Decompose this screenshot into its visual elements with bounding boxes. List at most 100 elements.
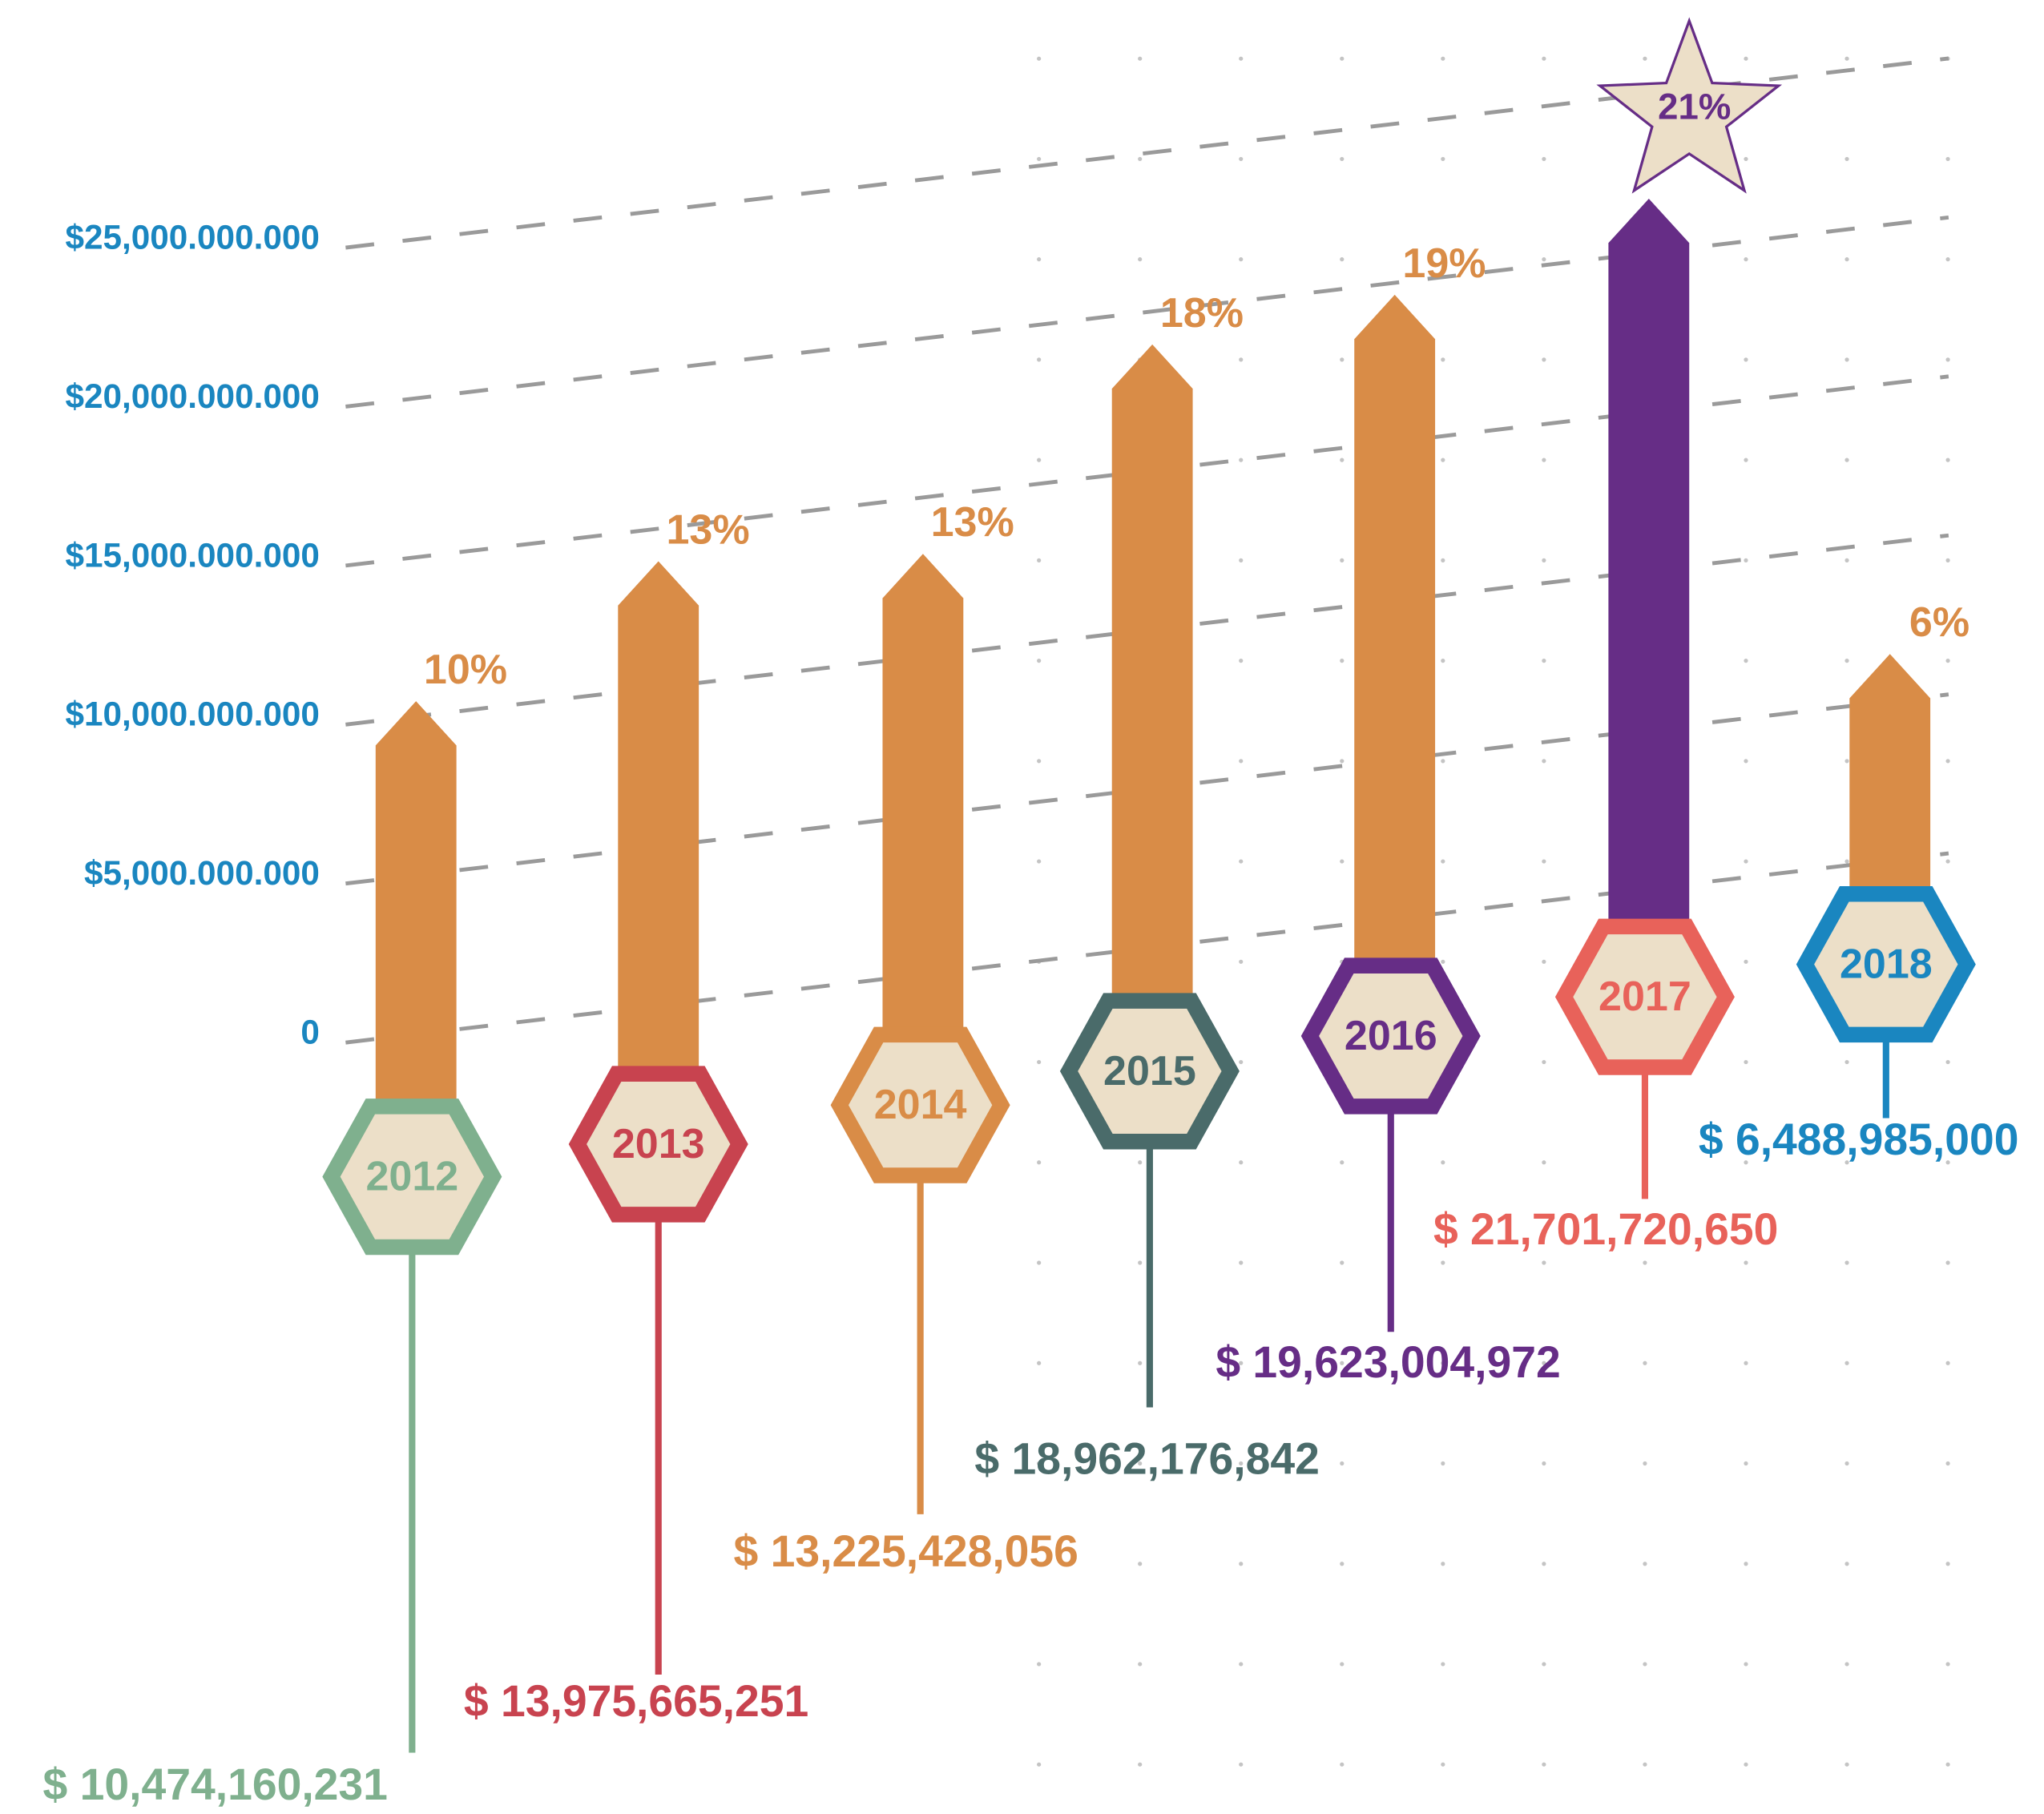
y-tick-label: $20,000.000.000 — [66, 377, 320, 415]
bg-dot — [1138, 1461, 1143, 1466]
bg-dot — [1340, 257, 1345, 262]
bg-dot — [1844, 257, 1849, 262]
bg-dot — [1844, 1662, 1849, 1667]
bg-dot — [1441, 1562, 1445, 1566]
year-hexagon — [322, 1098, 502, 1256]
bg-dot — [1542, 759, 1546, 764]
value-label: $ 19,623,004,972 — [1216, 1337, 1560, 1387]
bg-dot — [1441, 1260, 1445, 1265]
bg-dot — [1945, 1562, 1950, 1566]
bg-dot — [1340, 1562, 1345, 1566]
bg-dot — [1441, 859, 1445, 864]
bg-dot — [1138, 1662, 1143, 1667]
bg-dot — [1340, 558, 1345, 562]
x-tick-label: 2015 — [1103, 1048, 1196, 1094]
bg-dot — [1945, 458, 1950, 462]
bg-dot — [1744, 1762, 1748, 1767]
bg-dot — [1542, 558, 1546, 562]
bg-dot — [1239, 1762, 1244, 1767]
bg-dot — [1037, 1461, 1042, 1466]
bg-dot — [1744, 659, 1748, 663]
x-tick-label: 2017 — [1599, 974, 1691, 1020]
share-label: 21% — [1658, 87, 1731, 127]
bg-dot — [1138, 56, 1143, 61]
bg-dot — [1744, 1360, 1748, 1365]
bg-dot — [1037, 357, 1042, 362]
bg-dot — [1542, 357, 1546, 362]
bg-dot — [1542, 458, 1546, 462]
share-label: 13% — [666, 506, 749, 553]
year-hexagon — [568, 1066, 748, 1223]
bg-dot — [1037, 1562, 1042, 1566]
bg-dot — [1441, 558, 1445, 562]
bar — [1354, 294, 1436, 1037]
bg-dot — [1844, 1360, 1849, 1365]
bg-dot — [1037, 1059, 1042, 1065]
bg-dot — [1945, 156, 1950, 162]
bg-dot — [1945, 1260, 1950, 1265]
bg-dot — [1441, 156, 1445, 162]
bg-dot — [1744, 558, 1748, 562]
bg-dot — [1239, 1662, 1244, 1667]
bg-dot — [1340, 458, 1345, 462]
bg-dot — [1844, 1059, 1849, 1065]
bg-dot — [1945, 1762, 1950, 1767]
bg-dot — [1844, 56, 1849, 61]
bg-dot — [1744, 56, 1748, 61]
bg-dot — [1441, 759, 1445, 764]
share-label: 13% — [931, 499, 1014, 546]
x-tick-label: 2016 — [1345, 1013, 1437, 1059]
bg-dot — [1744, 156, 1748, 162]
bg-dot — [1340, 1762, 1345, 1767]
bg-dot — [1643, 1461, 1647, 1466]
bg-dot — [1239, 1160, 1244, 1165]
bg-dot — [1844, 357, 1849, 362]
bg-dot — [1945, 859, 1950, 864]
share-label: 6% — [1909, 599, 1969, 646]
x-tick-label: 2018 — [1840, 941, 1933, 988]
bg-dot — [1542, 859, 1546, 864]
bg-dot — [1542, 1059, 1546, 1065]
bg-dot — [1441, 357, 1445, 362]
bg-dot — [1239, 659, 1244, 663]
bg-dot — [1340, 759, 1345, 764]
bg-dot — [1340, 156, 1345, 162]
bg-dot — [1239, 458, 1244, 462]
bg-dot — [1138, 1562, 1143, 1566]
bg-dot — [1340, 1160, 1345, 1165]
bar — [1111, 344, 1193, 1071]
year-hexagon — [1554, 918, 1735, 1075]
bg-dot — [1239, 1562, 1244, 1566]
bg-dot — [1744, 1059, 1748, 1065]
bg-dot — [1542, 1360, 1546, 1365]
bg-dot — [1037, 759, 1042, 764]
bg-dot — [1542, 1762, 1546, 1767]
year-hexagon — [1796, 885, 1976, 1043]
bg-dot — [1643, 56, 1647, 61]
bg-dot — [1643, 1562, 1647, 1566]
year-hexagon — [1300, 957, 1481, 1115]
bg-dot — [1542, 959, 1546, 964]
bg-dot — [1340, 1662, 1345, 1667]
value-label: $ 13,225,428,056 — [734, 1526, 1078, 1576]
bg-dot — [1945, 1360, 1950, 1365]
bg-dot — [1037, 558, 1042, 562]
bg-dot — [1441, 1461, 1445, 1466]
bg-dot — [1844, 1260, 1849, 1265]
bg-dot — [1844, 1762, 1849, 1767]
bg-dot — [1542, 1260, 1546, 1265]
bg-dot — [1239, 156, 1244, 162]
bg-dot — [1744, 1461, 1748, 1466]
bg-dot — [1744, 1662, 1748, 1667]
bg-dot — [1239, 1059, 1244, 1065]
bg-dot — [1037, 1360, 1042, 1365]
bg-dot — [1138, 257, 1143, 262]
share-label: 10% — [424, 647, 507, 693]
bg-dot — [1844, 1461, 1849, 1466]
bg-dot — [1945, 1461, 1950, 1466]
bg-dot — [1340, 357, 1345, 362]
y-tick-label: $10,000.000.000 — [66, 695, 320, 733]
x-tick-label: 2013 — [612, 1121, 705, 1167]
bg-dot — [1744, 1562, 1748, 1566]
bg-dot — [1340, 1461, 1345, 1466]
